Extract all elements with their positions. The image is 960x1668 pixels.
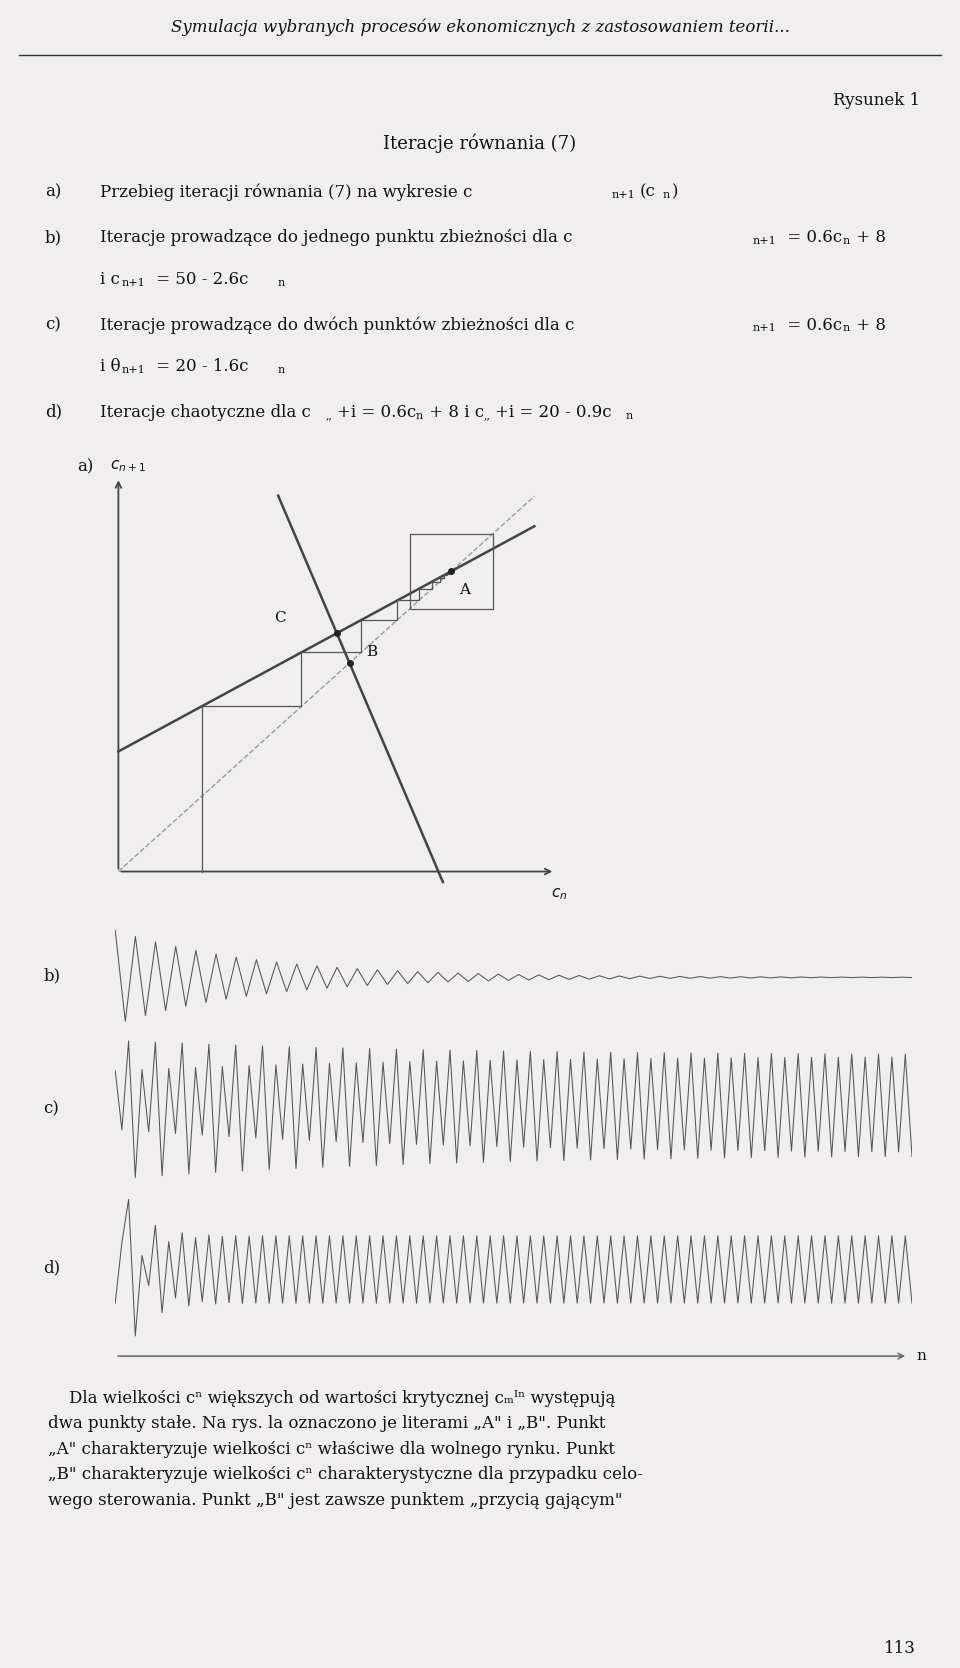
Text: $c_n$: $c_n$ xyxy=(551,887,567,902)
Text: + 8: + 8 xyxy=(851,229,886,247)
Text: C: C xyxy=(275,610,286,626)
Text: Rysunek 1: Rysunek 1 xyxy=(833,92,920,108)
Text: n: n xyxy=(916,1349,925,1363)
Text: = 0.6c: = 0.6c xyxy=(782,317,842,334)
Text: Symulacja wybranych procesów ekonomicznych z zastosowaniem teorii...: Symulacja wybranych procesów ekonomiczny… xyxy=(171,18,789,35)
Text: Iteracje chaotyczne dla c: Iteracje chaotyczne dla c xyxy=(100,404,311,420)
Text: n+1: n+1 xyxy=(612,190,636,200)
Text: = 50 - 2.6c: = 50 - 2.6c xyxy=(151,270,249,287)
Text: ,,: ,, xyxy=(326,410,333,420)
Text: +i = 20 - 0.9c: +i = 20 - 0.9c xyxy=(495,404,612,420)
Text: Iteracje prowadzące do dwóch punktów zbieżności dla c: Iteracje prowadzące do dwóch punktów zbi… xyxy=(100,317,574,334)
Text: n: n xyxy=(663,190,670,200)
Text: + 8: + 8 xyxy=(851,317,886,334)
Bar xyxy=(410,534,492,609)
Text: 113: 113 xyxy=(884,1640,916,1656)
Text: A: A xyxy=(460,582,470,597)
Text: Przebieg iteracji równania (7) na wykresie c: Przebieg iteracji równania (7) na wykres… xyxy=(100,183,472,200)
Text: i θ: i θ xyxy=(100,359,121,375)
Text: ,,: ,, xyxy=(484,410,491,420)
Text: B: B xyxy=(366,644,377,659)
Text: (c: (c xyxy=(640,183,656,200)
Text: Dla wielkości cⁿ większych od wartości krytycznej cₘᴵⁿ występują
dwa punkty stał: Dla wielkości cⁿ większych od wartości k… xyxy=(48,1389,643,1508)
Text: + 8 i c: + 8 i c xyxy=(424,404,484,420)
Text: a): a) xyxy=(45,183,61,200)
Text: c): c) xyxy=(43,1101,60,1118)
Text: n+1: n+1 xyxy=(753,324,777,334)
Text: b): b) xyxy=(45,229,62,247)
Text: d): d) xyxy=(45,404,62,420)
Text: n+1: n+1 xyxy=(122,277,146,287)
Text: n: n xyxy=(278,277,285,287)
Text: +i = 0.6c: +i = 0.6c xyxy=(337,404,417,420)
Text: n: n xyxy=(843,324,851,334)
Text: n: n xyxy=(843,237,851,247)
Text: d): d) xyxy=(43,1259,60,1276)
Text: n: n xyxy=(626,410,634,420)
Text: ): ) xyxy=(672,183,679,200)
Text: n: n xyxy=(416,410,423,420)
Text: n: n xyxy=(278,365,285,375)
Text: b): b) xyxy=(43,967,60,984)
Text: Iteracje prowadzące do jednego punktu zbieżności dla c: Iteracje prowadzące do jednego punktu zb… xyxy=(100,229,572,247)
Text: n+1: n+1 xyxy=(753,237,777,247)
Text: = 20 - 1.6c: = 20 - 1.6c xyxy=(151,359,249,375)
Text: n+1: n+1 xyxy=(122,365,146,375)
Text: c): c) xyxy=(45,317,60,334)
Text: = 0.6c: = 0.6c xyxy=(782,229,842,247)
Text: Iteracje równania (7): Iteracje równania (7) xyxy=(383,133,577,152)
Text: $c_{n+1}$: $c_{n+1}$ xyxy=(110,459,146,474)
Text: a): a) xyxy=(77,459,93,475)
Text: i c: i c xyxy=(100,270,120,287)
